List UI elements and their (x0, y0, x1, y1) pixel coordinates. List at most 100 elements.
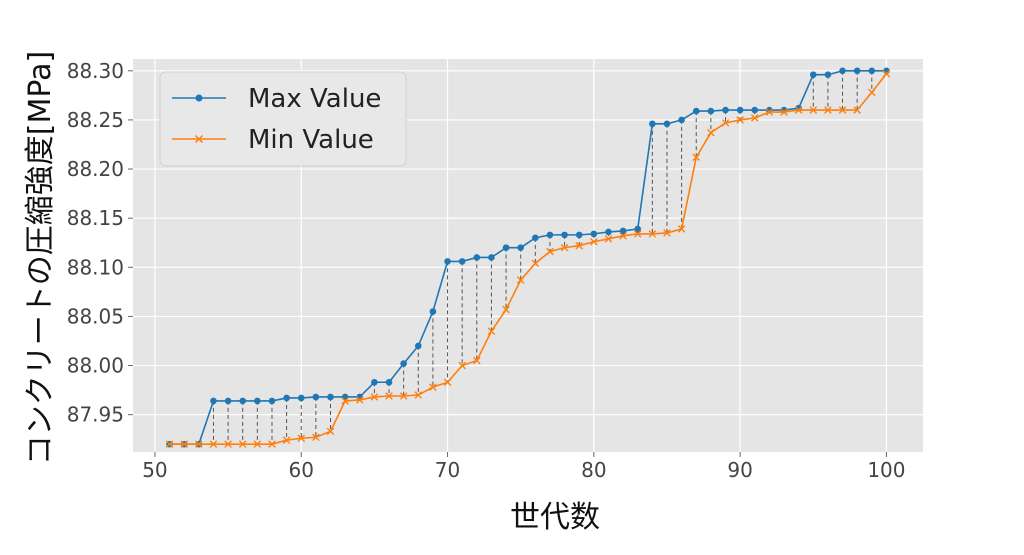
data-point-max-value (809, 71, 817, 79)
data-point-max-value (312, 393, 320, 401)
data-point-max-value (619, 227, 627, 235)
data-point-max-value (649, 120, 656, 128)
data-point-max-value (502, 244, 510, 251)
data-point-min-value (619, 232, 627, 240)
data-point-min-value (721, 119, 730, 127)
data-point-max-value (853, 67, 861, 75)
data-point-min-value (809, 106, 818, 114)
data-point-max-value (546, 231, 554, 239)
data-point-min-value (648, 230, 657, 238)
legend-marker-max-value (195, 94, 203, 102)
data-point-max-value (736, 106, 744, 114)
range-lines (212, 70, 887, 445)
legend-marker-min-value (194, 134, 204, 144)
data-point-min-value (824, 106, 832, 114)
y-tick-label: 88.30 (67, 59, 124, 83)
data-point-min-value (780, 108, 788, 116)
data-point-min-value (458, 361, 466, 370)
data-point-min-value (238, 440, 247, 448)
legend-label-min-value: Min Value (248, 125, 374, 155)
data-point-min-value (590, 237, 598, 246)
data-point-min-value (180, 440, 188, 448)
y-tick-label: 88.05 (67, 304, 124, 328)
data-point-max-value (444, 258, 451, 265)
data-point-min-value (633, 230, 642, 238)
x-tick-label: 80 (581, 458, 606, 482)
data-point-min-value (487, 327, 496, 335)
data-point-max-value (210, 397, 217, 405)
x-tick-label: 100 (867, 458, 905, 482)
data-point-min-value (341, 397, 349, 405)
data-point-min-value (385, 392, 393, 400)
data-point-max-value (692, 107, 700, 115)
data-point-max-value (707, 107, 715, 115)
data-point-min-value (312, 433, 320, 442)
grid (133, 59, 923, 452)
data-point-min-value (560, 243, 569, 252)
data-point-min-value (531, 259, 540, 268)
data-point-min-value (224, 440, 232, 448)
data-point-max-value (488, 254, 495, 261)
data-point-max-value (590, 230, 598, 238)
data-point-max-value (239, 397, 247, 405)
data-point-max-value (722, 106, 729, 114)
data-point-max-value (751, 106, 759, 114)
data-point-min-value (195, 440, 203, 448)
y-tick-label: 88.10 (67, 255, 124, 279)
data-point-max-value (268, 397, 276, 405)
ticks: 50 60 70 80 90 100 87.95 88.00 88.05 88.10 88.15 88… (67, 59, 906, 482)
data-point-max-value (224, 397, 232, 405)
legend-label-max-value: Max Value (248, 84, 381, 114)
data-point-min-value (355, 396, 364, 404)
data-point-min-value (707, 128, 715, 137)
data-point-min-value (399, 392, 408, 400)
data-point-min-value (868, 88, 876, 97)
data-point-min-value (663, 229, 671, 237)
data-point-min-value (253, 440, 262, 448)
data-point-max-value (663, 120, 671, 128)
data-point-min-value (297, 434, 306, 443)
data-point-min-value (794, 106, 803, 114)
data-point-max-value (283, 394, 290, 402)
data-point-min-value (882, 69, 891, 78)
data-point-min-value (473, 356, 481, 365)
y-tick-label: 88.15 (67, 206, 124, 230)
data-point-min-value (546, 247, 554, 256)
data-point-max-value (868, 67, 876, 75)
data-point-max-value (634, 225, 642, 233)
data-point-min-value (282, 436, 291, 445)
y-axis-label: コンクリートの圧縮強度[MPa] (23, 51, 58, 465)
series (165, 67, 891, 448)
x-tick-label: 50 (142, 458, 167, 482)
data-point-min-value (268, 440, 276, 448)
x-axis-label: 世代数 (510, 500, 600, 535)
data-point-max-value (824, 71, 832, 79)
data-point-max-value (371, 378, 378, 386)
legend: Max Value Min Value (159, 71, 407, 167)
y-tick-label: 87.95 (67, 403, 124, 427)
data-point-min-value (429, 383, 437, 391)
y-tick-label: 88.25 (67, 108, 124, 132)
data-point-max-value (561, 231, 568, 239)
data-point-min-value (165, 440, 174, 448)
x-tick-label: 60 (289, 458, 314, 482)
data-point-max-value (458, 258, 466, 265)
data-point-min-value (853, 106, 861, 114)
data-point-max-value (575, 231, 583, 239)
data-point-min-value (692, 153, 701, 162)
data-point-max-value (254, 397, 261, 405)
data-point-min-value (604, 235, 613, 243)
data-point-min-value (736, 116, 744, 124)
data-point-max-value (473, 254, 481, 261)
data-point-min-value (443, 378, 452, 387)
data-point-min-value (502, 305, 510, 314)
data-point-max-value (839, 67, 846, 75)
data-point-min-value (370, 393, 379, 401)
data-point-min-value (765, 108, 774, 116)
data-point-min-value (750, 114, 759, 122)
data-point-min-value (516, 276, 525, 284)
data-point-max-value (532, 234, 539, 242)
data-point-max-value (678, 116, 685, 124)
data-point-max-value (414, 342, 422, 350)
